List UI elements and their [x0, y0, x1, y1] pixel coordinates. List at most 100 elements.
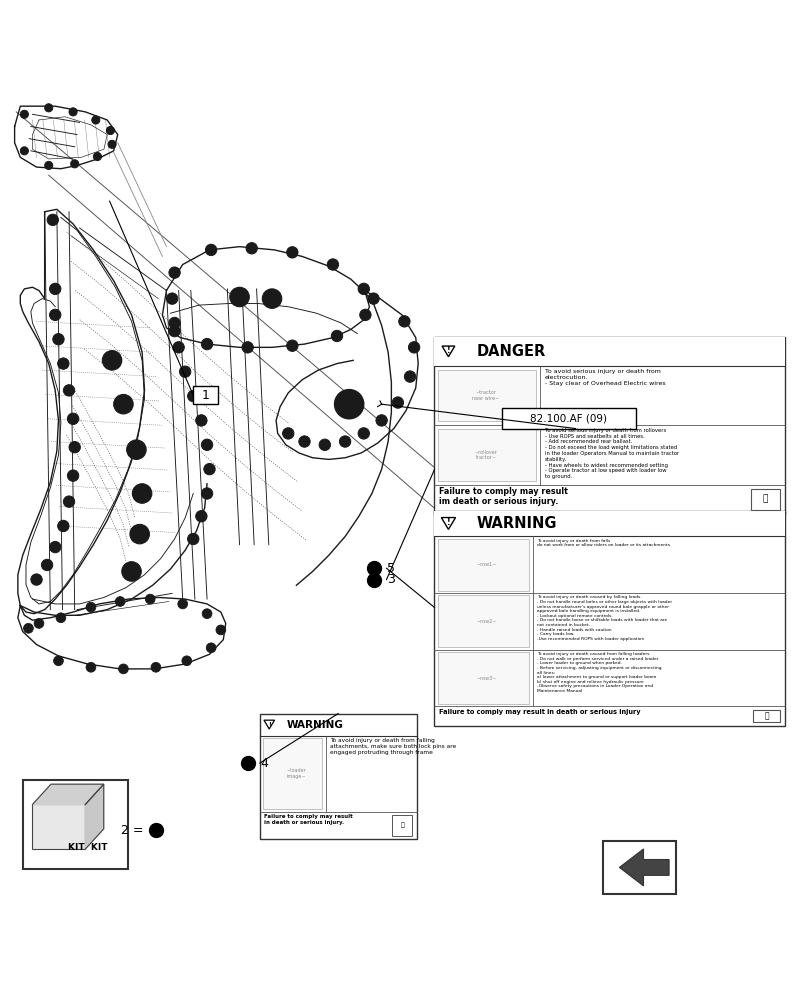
Circle shape	[122, 562, 141, 581]
Text: 3: 3	[387, 573, 395, 586]
Circle shape	[151, 662, 161, 672]
Text: ~rollover
tractor~: ~rollover tractor~	[474, 450, 496, 460]
Circle shape	[230, 287, 249, 307]
Circle shape	[358, 283, 369, 295]
Circle shape	[342, 398, 355, 411]
Circle shape	[398, 316, 410, 327]
Circle shape	[106, 126, 114, 135]
Circle shape	[54, 656, 63, 666]
Text: ~loader
image~: ~loader image~	[285, 768, 306, 779]
Circle shape	[127, 440, 146, 459]
Text: 5: 5	[387, 562, 395, 575]
Text: KIT  KIT: KIT KIT	[68, 843, 108, 852]
Text: Failure to comply may result
im death or serious injury.: Failure to comply may result im death or…	[439, 487, 568, 506]
Circle shape	[49, 541, 61, 553]
Bar	[750, 489, 779, 510]
Circle shape	[182, 656, 191, 666]
Circle shape	[367, 293, 379, 304]
Bar	[434, 511, 784, 536]
Circle shape	[235, 293, 243, 301]
Text: ~tractor
near wire~: ~tractor near wire~	[472, 390, 499, 401]
Text: 2 =: 2 =	[121, 824, 144, 837]
Circle shape	[173, 342, 184, 353]
Text: 📖: 📖	[762, 495, 767, 504]
Text: To avoid injury or death from falling
attachments, make sure both lock pins are
: To avoid injury or death from falling at…	[329, 738, 456, 755]
Circle shape	[201, 338, 212, 350]
Circle shape	[67, 470, 79, 481]
Circle shape	[67, 413, 79, 424]
Circle shape	[108, 140, 116, 148]
Circle shape	[119, 400, 127, 408]
Circle shape	[268, 295, 276, 303]
Circle shape	[242, 342, 253, 353]
Circle shape	[286, 340, 298, 351]
Circle shape	[392, 397, 403, 408]
Circle shape	[359, 309, 371, 321]
Circle shape	[169, 325, 180, 337]
Circle shape	[69, 108, 77, 116]
Bar	[501, 408, 635, 429]
Circle shape	[92, 116, 100, 124]
Circle shape	[69, 442, 80, 453]
Text: 82.100.AF (09): 82.100.AF (09)	[530, 413, 607, 423]
Circle shape	[20, 110, 28, 118]
Circle shape	[20, 147, 28, 155]
Bar	[438, 429, 535, 481]
Text: !: !	[446, 346, 450, 355]
Circle shape	[334, 390, 363, 419]
Text: ~row3~: ~row3~	[476, 676, 496, 681]
Circle shape	[130, 524, 149, 544]
Text: 📖: 📖	[763, 712, 768, 721]
Circle shape	[49, 283, 61, 295]
Circle shape	[319, 439, 330, 450]
Circle shape	[63, 385, 75, 396]
Bar	[437, 539, 529, 591]
Bar	[437, 595, 529, 647]
Bar	[603, 841, 676, 894]
Circle shape	[375, 415, 387, 426]
Polygon shape	[85, 784, 104, 849]
Circle shape	[34, 619, 44, 628]
Text: To avoid injury or death caused by falling loads.
- Do not handle round bales or: To avoid injury or death caused by falli…	[536, 595, 671, 641]
Circle shape	[86, 602, 96, 612]
Circle shape	[145, 594, 155, 604]
Circle shape	[41, 559, 53, 571]
Text: 📖: 📖	[400, 823, 404, 828]
Circle shape	[132, 484, 152, 503]
Circle shape	[187, 390, 199, 402]
Circle shape	[45, 161, 53, 170]
Text: DANGER: DANGER	[476, 344, 545, 359]
Circle shape	[118, 664, 128, 674]
Bar	[434, 337, 784, 366]
Circle shape	[102, 351, 122, 370]
Circle shape	[201, 488, 212, 499]
Circle shape	[282, 428, 294, 439]
Circle shape	[132, 446, 140, 454]
Circle shape	[201, 439, 212, 450]
Circle shape	[202, 609, 212, 619]
Circle shape	[24, 623, 33, 633]
Text: To avoid serious injury or death from rollovers
- Use ROPS and seatbelts at all : To avoid serious injury or death from ro…	[544, 428, 678, 479]
Bar	[263, 738, 322, 809]
Circle shape	[286, 247, 298, 258]
Text: ~row1~: ~row1~	[476, 562, 496, 567]
Circle shape	[115, 597, 125, 606]
Text: Failure to comply may result
in death or serious injury.: Failure to comply may result in death or…	[264, 814, 352, 825]
Text: Failure to comply may result in death or serious injury: Failure to comply may result in death or…	[439, 709, 640, 715]
Text: To avoid serious injury or death from
electrocution.
- Stay clear of Overhead El: To avoid serious injury or death from el…	[544, 369, 664, 386]
Circle shape	[31, 574, 42, 585]
Text: To avoid injury or death from falls
do not work from or allow riders on loader o: To avoid injury or death from falls do n…	[536, 539, 669, 547]
Circle shape	[63, 496, 75, 507]
Circle shape	[216, 625, 225, 635]
Bar	[392, 815, 412, 836]
Circle shape	[206, 643, 216, 653]
Bar	[752, 710, 779, 722]
Circle shape	[138, 489, 146, 498]
Circle shape	[195, 415, 207, 426]
Circle shape	[108, 356, 116, 364]
Text: ~row2~: ~row2~	[476, 619, 496, 624]
Circle shape	[58, 358, 69, 369]
Bar	[23, 780, 128, 869]
Text: WARNING: WARNING	[476, 516, 556, 531]
Bar	[437, 652, 529, 704]
